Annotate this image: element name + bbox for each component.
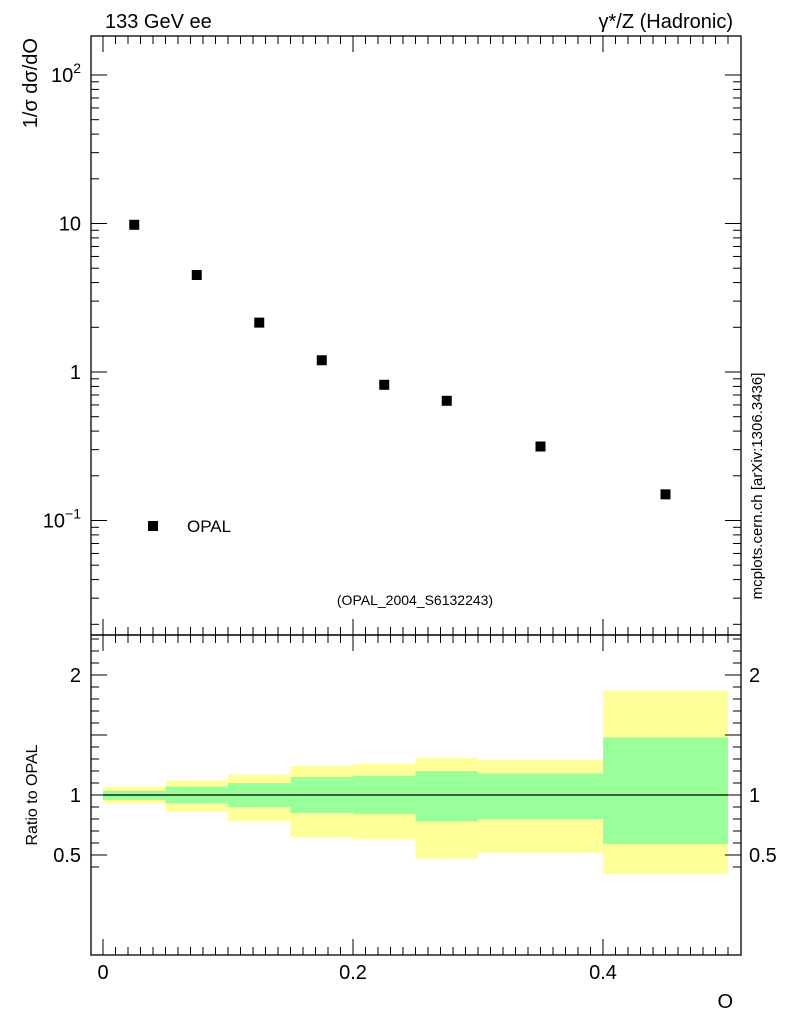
- ratio-y-axis-label: Ratio to OPAL: [24, 744, 41, 845]
- data-point: [316, 355, 327, 366]
- legend: OPAL: [148, 517, 231, 536]
- ratio-panel: 0.5 0.5 1 1 2 2 0 0.2 0.4 Ratio to OPAL O: [24, 634, 777, 1013]
- ratio-y-tick-labels: 0.5 0.5 1 1 2 2: [53, 665, 777, 867]
- legend-marker: [148, 521, 158, 531]
- ratio-y-tick-label-left: 1: [70, 785, 81, 807]
- main-y-tick-labels: 10−1 1 10 102: [43, 60, 81, 533]
- header-left-title: 133 GeV ee: [105, 11, 212, 33]
- ratio-axis-ticks: [91, 635, 741, 955]
- side-label: mcplots.cern.ch [arXiv:1306.3436]: [749, 373, 766, 600]
- ratio-frame: [90, 634, 742, 956]
- main-y-tick-label: 10: [59, 214, 81, 236]
- data-point: [191, 269, 202, 280]
- data-points: [129, 219, 671, 500]
- band-inner: [603, 737, 728, 845]
- data-point: [379, 379, 390, 390]
- band-inner: [478, 773, 603, 819]
- x-tick-label: 0: [97, 962, 108, 984]
- data-point: [660, 489, 671, 500]
- main-y-axis-label: 1/σ dσ/dO: [20, 38, 42, 128]
- main-frame: [90, 35, 742, 636]
- x-tick-label: 0.4: [589, 962, 617, 984]
- x-tick-label: 0.2: [339, 962, 367, 984]
- data-point: [535, 441, 546, 452]
- header-right-title: γ*/Z (Hadronic): [599, 11, 733, 33]
- ratio-y-tick-label-right: 2: [749, 665, 760, 687]
- ratio-y-tick-label-right: 1: [749, 785, 760, 807]
- band-inner: [415, 771, 478, 822]
- data-point: [441, 395, 452, 406]
- analysis-label: (OPAL_2004_S6132243): [337, 592, 493, 608]
- ratio-bands: [103, 690, 728, 875]
- ratio-y-tick-label-left: 0.5: [53, 845, 81, 867]
- legend-label: OPAL: [187, 517, 231, 536]
- x-axis-label: O: [717, 991, 733, 1013]
- ratio-y-tick-label-right: 0.5: [749, 845, 777, 867]
- main-y-tick-label: 102: [51, 60, 81, 87]
- main-y-tick-label: 1: [70, 362, 81, 384]
- main-y-tick-label: 10−1: [43, 506, 81, 533]
- ratio-y-tick-label-left: 2: [70, 665, 81, 687]
- x-tick-labels: 0 0.2 0.4: [97, 962, 616, 984]
- data-point: [129, 219, 140, 230]
- main-panel: 10−1 1 10 102 1/σ dσ/dO OPAL (OPAL_2004_S61…: [20, 35, 742, 636]
- data-point: [254, 317, 265, 328]
- main-axis-ticks: [91, 36, 741, 635]
